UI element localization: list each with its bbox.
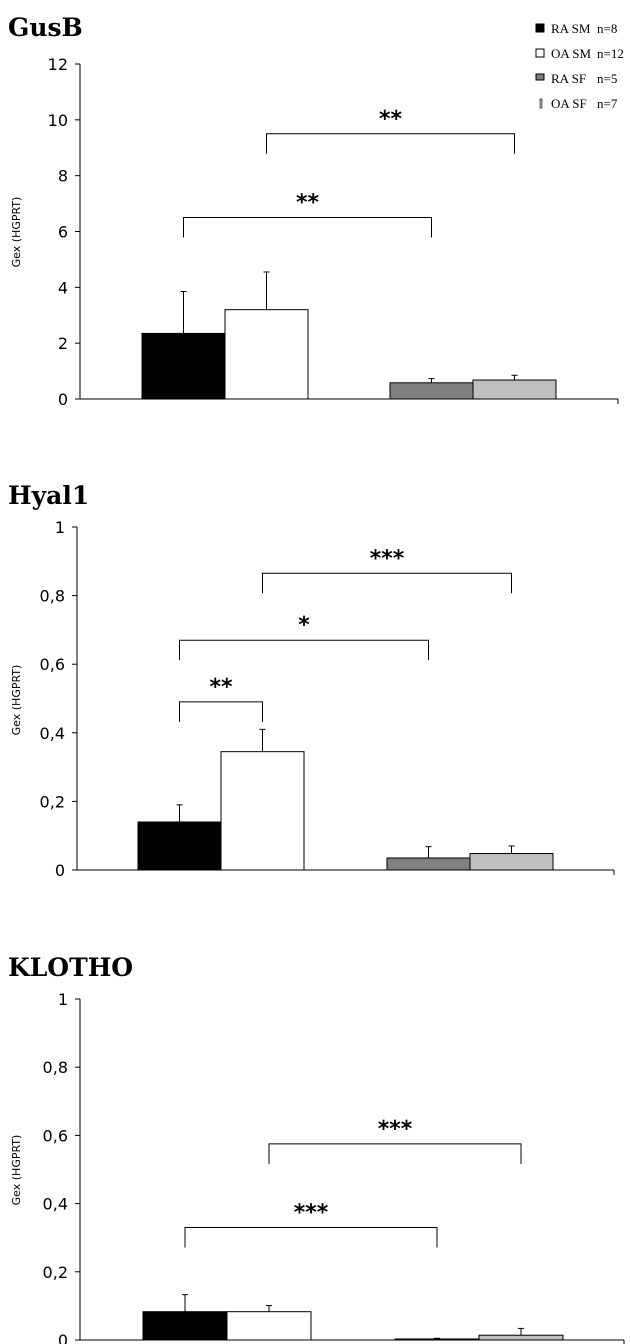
bar xyxy=(478,1334,564,1341)
legend-swatch xyxy=(535,48,545,58)
bar xyxy=(386,857,471,871)
chart-title: KLOTHO xyxy=(8,953,133,982)
y-tick-label: 1 xyxy=(58,990,68,1009)
y-tick-label: 6 xyxy=(58,223,68,242)
significance-bracket xyxy=(262,572,512,594)
y-tick-label: 2 xyxy=(58,334,68,353)
bar xyxy=(472,379,557,400)
panel-gusb: GusB Gex (HGPRT) 0 2 4 6 8 10 12 ** ** xyxy=(8,13,619,409)
y-tick-label: 0,4 xyxy=(43,1195,68,1214)
y-tick-label: 0 xyxy=(58,390,68,409)
legend-label: OA SF xyxy=(551,96,587,111)
bar xyxy=(142,1311,228,1341)
legend-item: RA SF n=5 xyxy=(535,71,617,86)
legend-swatch xyxy=(535,23,545,33)
significance-bracket xyxy=(179,701,263,722)
y-tick-label: 0,8 xyxy=(40,587,65,606)
y-tick-label: 0,2 xyxy=(40,792,65,811)
y-tick-label: 8 xyxy=(58,167,68,186)
y-axis-label: Gex (HGPRT) xyxy=(10,665,23,736)
significance-label: *** xyxy=(294,1200,329,1225)
legend-n: n=7 xyxy=(597,96,618,111)
plot-area: 00,20,40,60,81****** xyxy=(40,518,615,880)
legend-label: RA SF xyxy=(551,71,586,86)
legend-n: n=12 xyxy=(597,46,624,61)
significance-label: *** xyxy=(370,546,405,571)
legend-swatch xyxy=(535,73,545,81)
y-tick-label: 0 xyxy=(58,1331,68,1344)
bar xyxy=(137,821,222,871)
y-tick-label: 0,2 xyxy=(43,1263,68,1282)
legend-label: OA SM xyxy=(551,46,592,61)
legend-label: RA SM xyxy=(551,21,591,36)
chart-title: Hyal1 xyxy=(8,481,89,510)
bar xyxy=(226,1311,312,1341)
legend-swatch xyxy=(539,98,543,109)
significance-label: * xyxy=(298,613,310,638)
y-tick-label: 0,6 xyxy=(43,1126,68,1145)
legend-n: n=5 xyxy=(597,71,617,86)
significance-bracket xyxy=(179,639,429,661)
bar xyxy=(224,309,309,400)
bar xyxy=(469,853,554,871)
bar xyxy=(394,1338,480,1341)
y-axis-label: Gex (HGPRT) xyxy=(10,197,23,268)
significance-bracket xyxy=(266,133,515,154)
y-tick-label: 4 xyxy=(58,278,68,297)
significance-label: ** xyxy=(296,191,320,216)
y-tick-label: 1 xyxy=(55,518,65,537)
bar xyxy=(141,332,226,400)
y-axis-label: Gex (HGPRT) xyxy=(10,1135,23,1206)
significance-bracket xyxy=(268,1143,522,1164)
plot-area: 0 2 4 6 8 10 12 ** ** xyxy=(48,55,619,409)
legend: RA SM n=8 OA SM n=12 RA SF n=5 OA SF n=7 xyxy=(535,21,624,111)
y-tick-label: 0 xyxy=(55,861,65,880)
y-tick-label: 12 xyxy=(48,55,68,74)
panel-hyal1: Hyal1 Gex (HGPRT) 00,20,40,60,81****** xyxy=(8,481,615,880)
bar xyxy=(389,382,474,400)
significance-bracket xyxy=(184,1226,438,1248)
plot-area: 0 0,2 0,4 0,6 0,8 1 *** *** xyxy=(43,990,625,1344)
legend-item: OA SF n=7 xyxy=(539,96,618,111)
legend-n: n=8 xyxy=(597,21,617,36)
significance-label: *** xyxy=(378,1117,413,1142)
bar xyxy=(220,751,305,871)
significance-label: ** xyxy=(209,675,233,700)
significance-bracket xyxy=(183,217,432,238)
significance-label: ** xyxy=(379,107,403,132)
chart-title: GusB xyxy=(8,13,83,42)
legend-item: RA SM n=8 xyxy=(535,21,617,36)
y-tick-label: 0,8 xyxy=(43,1058,68,1077)
panel-klotho: KLOTHO Gex (HGPRT) 0 0,2 0,4 0,6 0,8 1 *** *** xyxy=(8,953,625,1344)
y-tick-label: 0,6 xyxy=(40,655,65,674)
y-tick-label: 10 xyxy=(48,111,68,130)
legend-item: OA SM n=12 xyxy=(535,46,624,61)
y-tick-label: 0,4 xyxy=(40,724,65,743)
